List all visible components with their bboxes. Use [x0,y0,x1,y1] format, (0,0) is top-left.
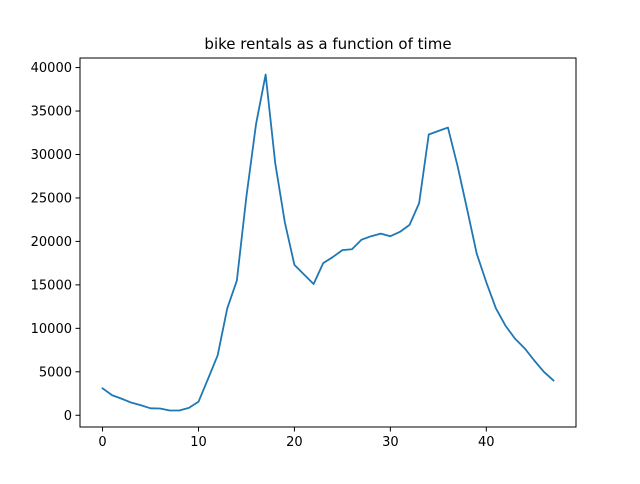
data-point [274,162,276,164]
data-point [533,360,535,362]
data-point [140,404,142,406]
data-point [495,307,497,309]
data-point [207,378,209,380]
y-tick-label: 35000 [31,105,72,120]
x-tick-label: 10 [190,435,207,450]
data-point [150,407,152,409]
chart-title: bike rentals as a function of time [204,35,451,53]
data-point [197,401,199,403]
y-tick-label: 30000 [31,148,72,163]
x-tick-label: 20 [286,435,303,450]
data-point [447,127,449,129]
data-point [552,379,554,381]
data-point [332,256,334,258]
y-tick-label: 20000 [31,235,72,250]
data-point [159,407,161,409]
plot-area [101,73,555,412]
data-point [111,394,113,396]
data-point [255,123,257,125]
y-tick-label: 40000 [31,61,72,76]
data-point [121,398,123,400]
data-point [399,231,401,233]
y-tick-label: 5000 [39,365,72,380]
x-tick-label: 0 [98,435,106,450]
data-point [370,235,372,237]
x-tick-label: 30 [382,435,399,450]
axes-frame [79,57,577,428]
y-tick-label: 0 [64,409,72,424]
data-point [466,208,468,210]
series-line-0 [101,73,555,412]
data-point [178,409,180,411]
data-point [226,307,228,309]
data-point [524,347,526,349]
data-point [341,249,343,251]
data-point [389,235,391,237]
data-point [130,402,132,404]
data-point [303,273,305,275]
data-point [102,387,104,389]
data-point [457,165,459,167]
data-point [504,325,506,327]
data-point [418,202,420,204]
data-point [217,354,219,356]
y-tick-label: 25000 [31,191,72,206]
y-tick-label: 15000 [31,278,72,293]
y-tick-label: 10000 [31,322,72,337]
data-point [543,371,545,373]
data-point [322,262,324,264]
data-point [437,130,439,132]
data-point [293,264,295,266]
axes: 0 10 20 30 40 0 5000 10000 15000 20000 25000 30000 3… [31,57,577,450]
data-point [313,283,315,285]
data-point [169,409,171,411]
data-point [188,407,190,409]
x-tick-label: 40 [478,435,495,450]
data-point [284,221,286,223]
data-point [245,195,247,197]
data-point [236,280,238,282]
data-point [476,253,478,255]
data-point [514,338,516,340]
data-point [428,133,430,135]
data-point [485,281,487,283]
data-point [361,239,363,241]
data-point [265,74,267,76]
data-point [351,248,353,250]
data-point [380,233,382,235]
data-point [409,224,411,226]
